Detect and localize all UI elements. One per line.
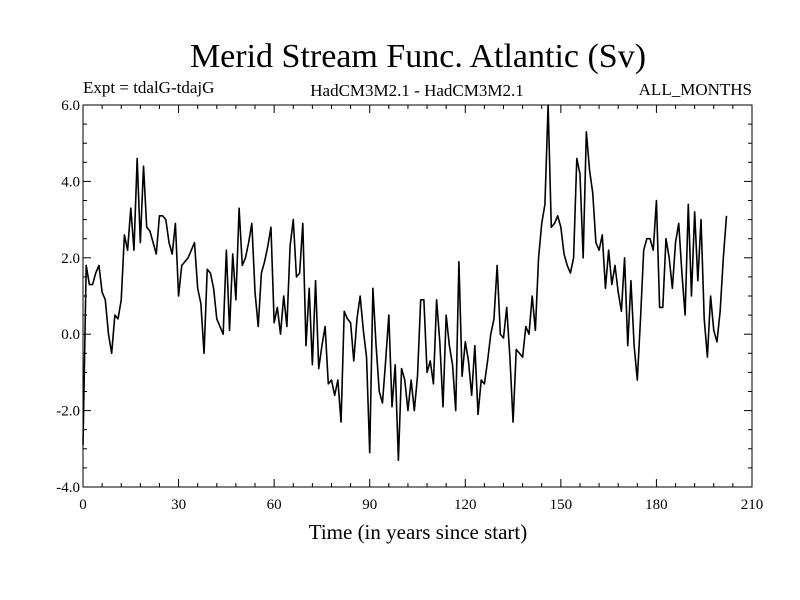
x-axis-ticks (82, 105, 753, 487)
y-tick-label: 0.0 (61, 327, 80, 343)
y-tick-label: -4.0 (56, 480, 80, 496)
x-tick-label: 30 (171, 497, 186, 513)
chart-title: Merid Stream Func. Atlantic (Sv) (190, 38, 646, 75)
model-label: HadCM3M2.1 - HadCM3M2.1 (310, 81, 523, 100)
y-tick-label: 4.0 (61, 174, 80, 190)
y-axis-tick-labels: -4.0 -2.0 0.0 2.0 4.0 6.0 (56, 98, 80, 496)
x-tick-label: 90 (362, 497, 377, 513)
x-tick-label: 0 (79, 497, 87, 513)
x-tick-label: 150 (550, 497, 573, 513)
x-axis-label: Time (in years since start) (309, 520, 528, 544)
experiment-label: Expt = tdalG-tdajG (83, 78, 214, 97)
y-axis-ticks (83, 104, 752, 488)
x-tick-label: 210 (741, 497, 764, 513)
x-tick-label: 60 (267, 497, 282, 513)
series-line-tdalG-tdajG (82, 104, 728, 462)
x-tick-label: 180 (645, 497, 668, 513)
months-label: ALL_MONTHS (639, 80, 752, 99)
y-tick-label: 2.0 (61, 251, 80, 267)
x-axis-tick-labels: 0 30 60 90 120 150 180 210 (79, 497, 763, 513)
x-tick-label: 120 (454, 497, 477, 513)
y-tick-label: 6.0 (61, 98, 80, 114)
plot-frame (82, 104, 753, 488)
y-tick-label: -2.0 (56, 404, 80, 420)
